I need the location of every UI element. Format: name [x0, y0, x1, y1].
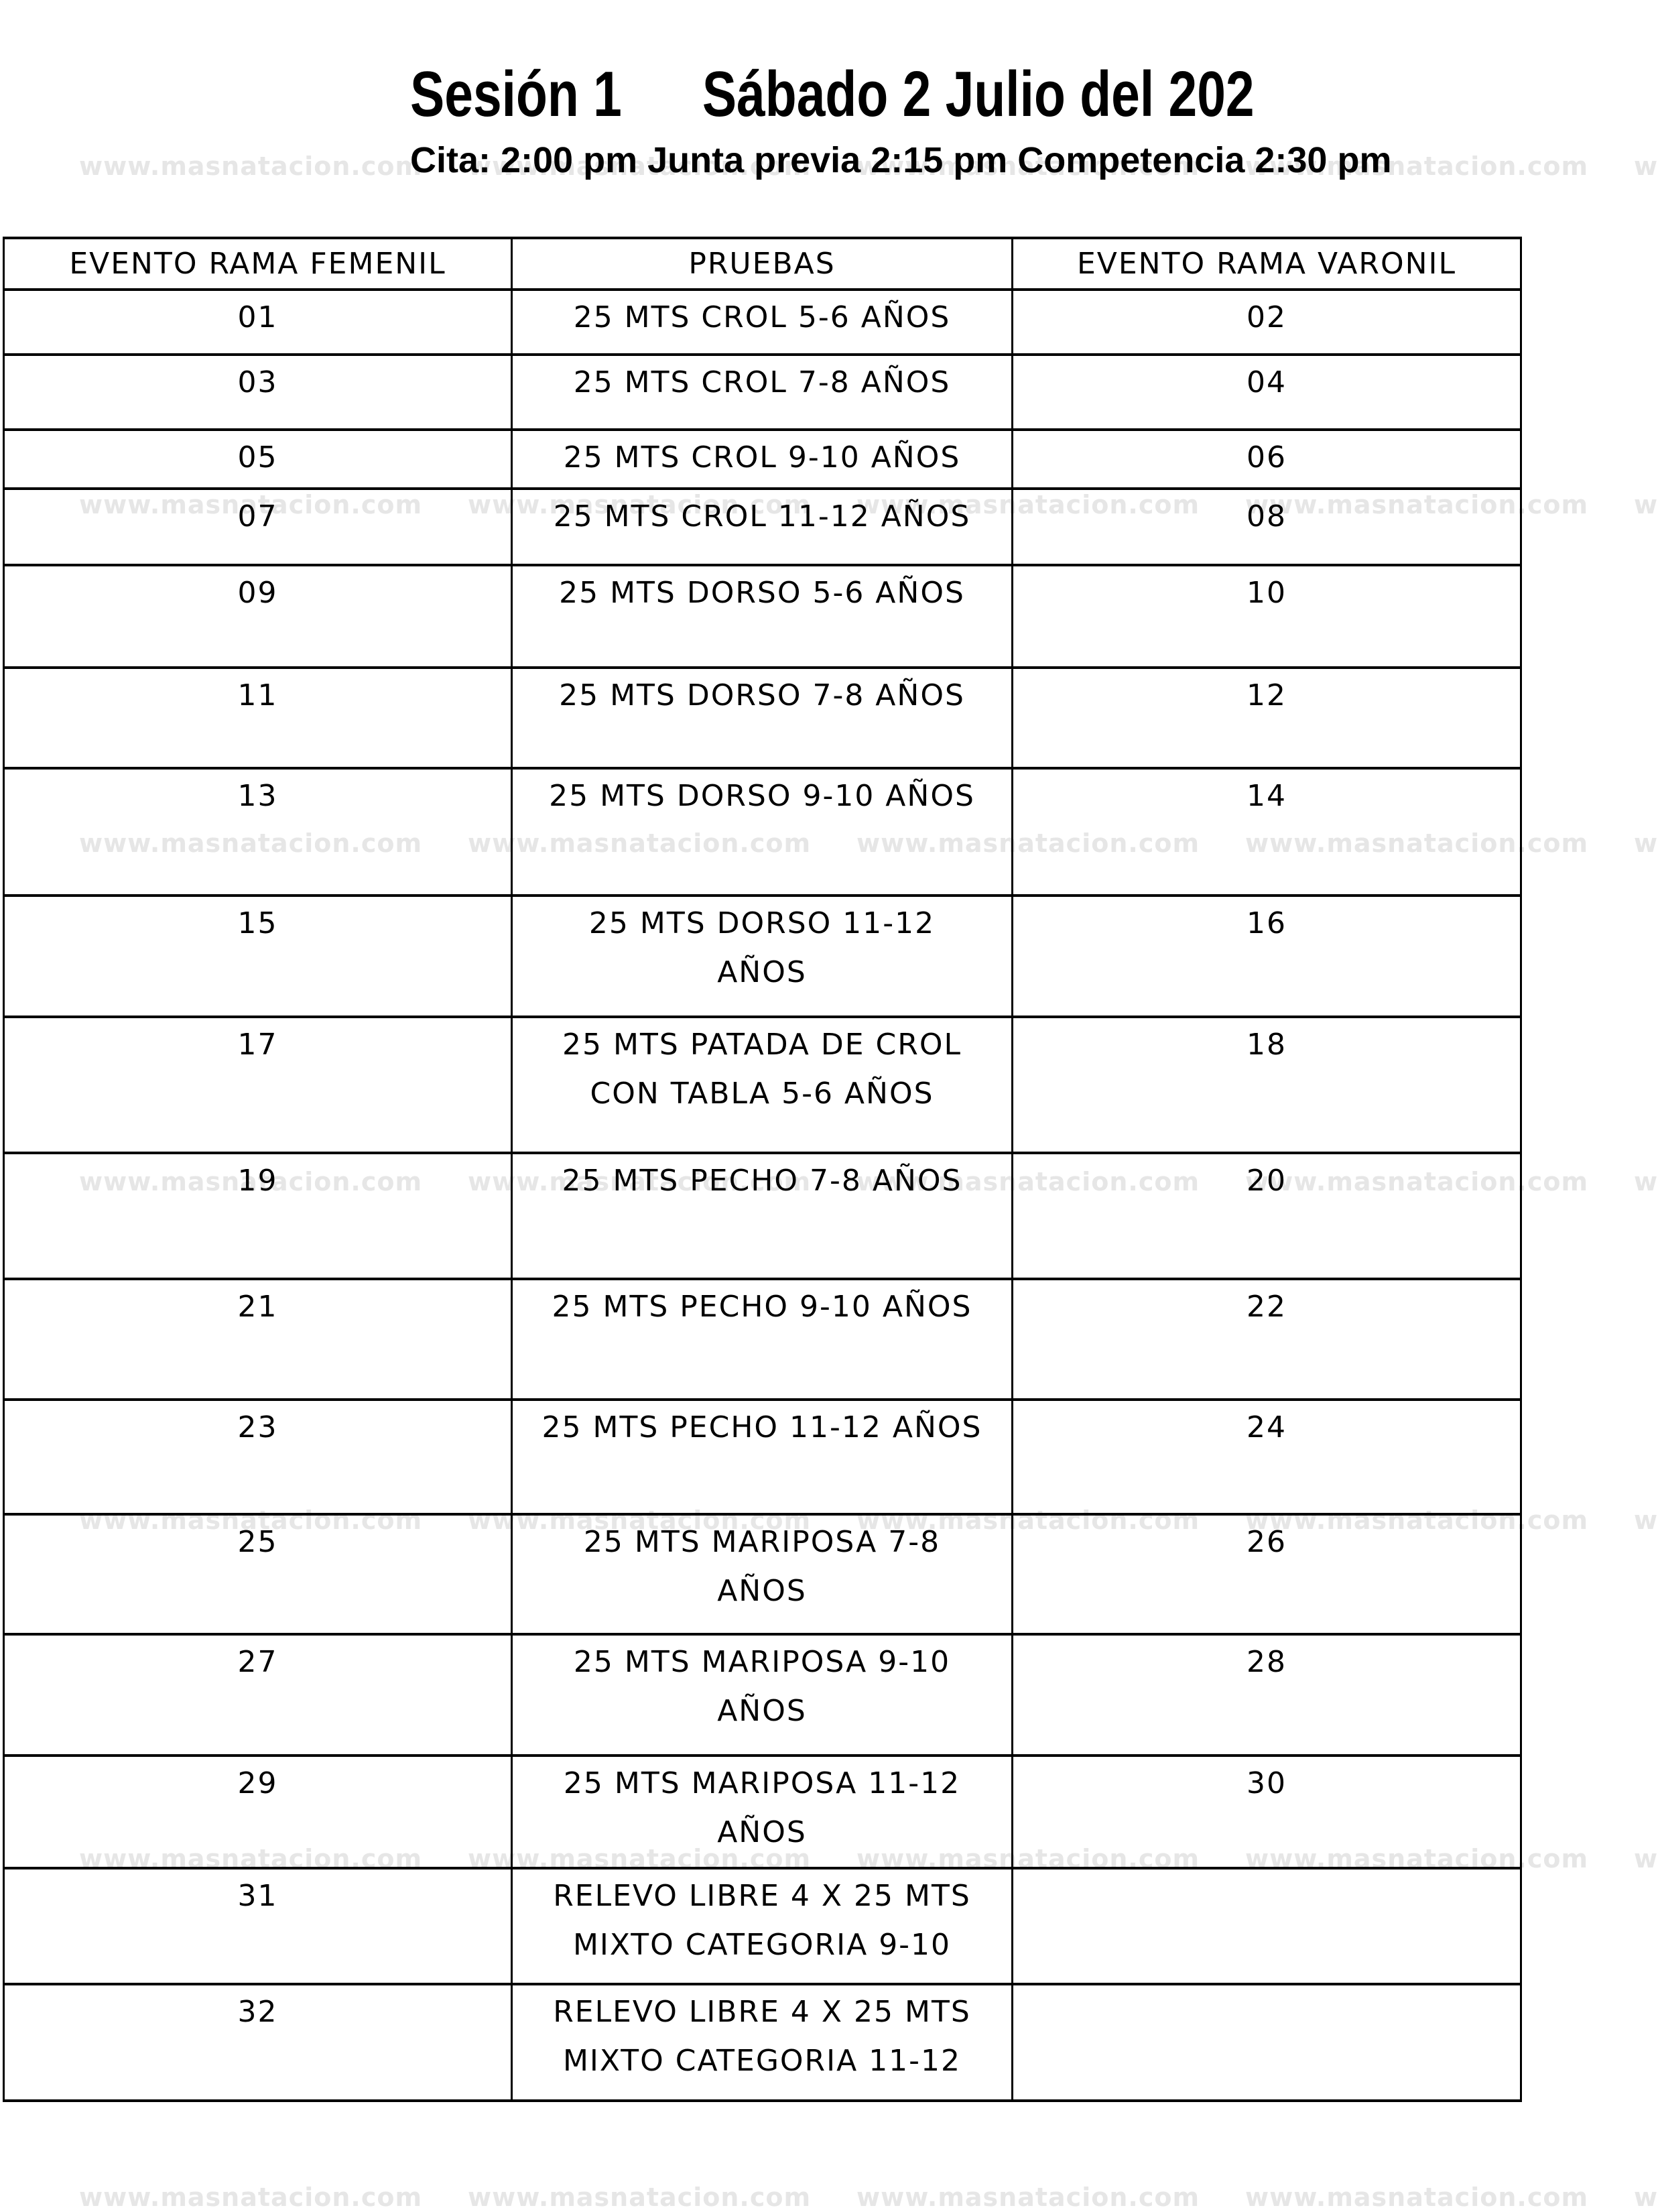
events-table-body: 01 25 MTS CROL 5-6 AÑOS 02 03 25 MTS CROL 7-…: [3, 288, 1522, 2102]
cell-evento-varonil: 22: [1011, 1278, 1522, 1401]
cell-evento-varonil: 24: [1011, 1398, 1522, 1516]
table-row: 27 25 MTS MARIPOSA 9-10 AÑOS 28: [3, 1633, 1522, 1757]
table-row: 13 25 MTS DORSO 9-10 AÑOS 14: [3, 767, 1522, 897]
session-label: Sesión 1: [410, 58, 622, 130]
cell-prueba: 25 MTS CROL 5-6 AÑOS: [511, 288, 1013, 356]
table-row: 05 25 MTS CROL 9-10 AÑOS 06: [3, 428, 1522, 490]
column-header-evento-femenil: EVENTO RAMA FEMENIL: [3, 237, 513, 291]
cell-evento-femenil: 15: [3, 894, 513, 1018]
watermark-text: www.masnatacion.com: [1634, 1167, 1658, 1196]
cell-prueba: RELEVO LIBRE 4 X 25 MTS MIXTO CATEGORIA …: [511, 1867, 1013, 1985]
cell-evento-femenil: 29: [3, 1754, 513, 1869]
table-row: 31 RELEVO LIBRE 4 X 25 MTS MIXTO CATEGORI…: [3, 1867, 1522, 1985]
table-row: 32 RELEVO LIBRE 4 X 25 MTS MIXTO CATEGORI…: [3, 1983, 1522, 2102]
cell-evento-varonil: 04: [1011, 353, 1522, 431]
cell-evento-varonil: 10: [1011, 564, 1522, 669]
table-row: 15 25 MTS DORSO 11-12 AÑOS 16: [3, 894, 1522, 1018]
cell-prueba: 25 MTS MARIPOSA 9-10 AÑOS: [511, 1633, 1013, 1757]
watermark-text: www.masnatacion.com: [1634, 1506, 1658, 1535]
cell-prueba: RELEVO LIBRE 4 X 25 MTS MIXTO CATEGORIA …: [511, 1983, 1013, 2102]
cell-evento-femenil: 11: [3, 666, 513, 770]
cell-evento-femenil: 27: [3, 1633, 513, 1757]
table-row: 23 25 MTS PECHO 11-12 AÑOS 24: [3, 1398, 1522, 1516]
cell-evento-varonil: 08: [1011, 487, 1522, 566]
watermark-text: www.masnatacion.com: [1634, 828, 1658, 858]
cell-evento-varonil: 06: [1011, 428, 1522, 490]
table-row: 29 25 MTS MARIPOSA 11-12 AÑOS 30: [3, 1754, 1522, 1869]
cell-evento-varonil: 18: [1011, 1016, 1522, 1154]
table-row: 07 25 MTS CROL 11-12 AÑOS 08: [3, 487, 1522, 566]
cell-prueba: 25 MTS DORSO 5-6 AÑOS: [511, 564, 1013, 669]
watermark-text: www.masnatacion.com: [1245, 151, 1589, 181]
cell-prueba: 25 MTS DORSO 7-8 AÑOS: [511, 666, 1013, 770]
cell-evento-femenil: 01: [3, 288, 513, 356]
cell-evento-varonil: 14: [1011, 767, 1522, 897]
events-table: EVENTO RAMA FEMENIL PRUEBAS EVENTO RAMA …: [3, 237, 1522, 2102]
table-row: 01 25 MTS CROL 5-6 AÑOS 02: [3, 288, 1522, 356]
cell-evento-varonil: 30: [1011, 1754, 1522, 1869]
cell-evento-femenil: 25: [3, 1513, 513, 1636]
cell-prueba: 25 MTS PECHO 9-10 AÑOS: [511, 1278, 1013, 1401]
cell-prueba: 25 MTS CROL 7-8 AÑOS: [511, 353, 1013, 431]
table-row: 09 25 MTS DORSO 5-6 AÑOS 10: [3, 564, 1522, 669]
cell-prueba: 25 MTS DORSO 11-12 AÑOS: [511, 894, 1013, 1018]
cell-evento-varonil: 02: [1011, 288, 1522, 356]
cell-prueba: 25 MTS PATADA DE CROL CON TABLA 5-6 AÑOS: [511, 1016, 1013, 1154]
cell-evento-varonil: [1011, 1983, 1522, 2102]
cell-prueba: 25 MTS MARIPOSA 7-8 AÑOS: [511, 1513, 1013, 1636]
cell-evento-varonil: 28: [1011, 1633, 1522, 1757]
cell-evento-femenil: 03: [3, 353, 513, 431]
cell-evento-femenil: 23: [3, 1398, 513, 1516]
cell-evento-femenil: 17: [3, 1016, 513, 1154]
table-row: 17 25 MTS PATADA DE CROL CON TABLA 5-6 AÑ…: [3, 1016, 1522, 1154]
cell-evento-varonil: [1011, 1867, 1522, 1985]
cell-evento-femenil: 07: [3, 487, 513, 566]
watermark-text: www.masnatacion.com: [79, 151, 423, 181]
watermark-text: www.masnatacion.com: [468, 151, 812, 181]
watermark-text: www.masnatacion.com: [856, 2183, 1200, 2212]
watermark-text: www.masnatacion.com: [468, 2183, 812, 2212]
cell-evento-femenil: 13: [3, 767, 513, 897]
cell-evento-varonil: 16: [1011, 894, 1522, 1018]
cell-prueba: 25 MTS DORSO 9-10 AÑOS: [511, 767, 1013, 897]
watermark-text: www.masnatacion.com: [1634, 490, 1658, 519]
table-row: 21 25 MTS PECHO 9-10 AÑOS 22: [3, 1278, 1522, 1401]
table-row: 19 25 MTS PECHO 7-8 AÑOS 20: [3, 1152, 1522, 1280]
column-header-evento-varonil: EVENTO RAMA VARONIL: [1011, 237, 1522, 291]
column-header-pruebas: PRUEBAS: [511, 237, 1013, 291]
cell-prueba: 25 MTS CROL 11-12 AÑOS: [511, 487, 1013, 566]
page-title: Sesión 1 Sábado 2 Julio del 202: [410, 58, 1255, 131]
cell-prueba: 25 MTS PECHO 11-12 AÑOS: [511, 1398, 1013, 1516]
cell-evento-femenil: 31: [3, 1867, 513, 1985]
cell-evento-femenil: 09: [3, 564, 513, 669]
watermark-text: www.masnatacion.com: [79, 2183, 423, 2212]
page-subtitle: Cita: 2:00 pm Junta previa 2:15 pm Compe…: [410, 140, 1392, 180]
watermark-text: www.masnatacion.com: [1634, 2183, 1658, 2212]
table-row: 25 25 MTS MARIPOSA 7-8 AÑOS 26: [3, 1513, 1522, 1636]
cell-prueba: 25 MTS PECHO 7-8 AÑOS: [511, 1152, 1013, 1280]
cell-prueba: 25 MTS MARIPOSA 11-12 AÑOS: [511, 1754, 1013, 1869]
table-header-row: EVENTO RAMA FEMENIL PRUEBAS EVENTO RAMA …: [3, 237, 1522, 291]
table-row: 03 25 MTS CROL 7-8 AÑOS 04: [3, 353, 1522, 431]
cell-evento-varonil: 26: [1011, 1513, 1522, 1636]
table-row: 11 25 MTS DORSO 7-8 AÑOS 12: [3, 666, 1522, 770]
session-date: Sábado 2 Julio del 202: [702, 58, 1255, 130]
cell-evento-femenil: 19: [3, 1152, 513, 1280]
cell-prueba: 25 MTS CROL 9-10 AÑOS: [511, 428, 1013, 490]
cell-evento-femenil: 32: [3, 1983, 513, 2102]
watermark-text: www.masnatacion.com: [1245, 2183, 1589, 2212]
cell-evento-femenil: 21: [3, 1278, 513, 1401]
cell-evento-varonil: 12: [1011, 666, 1522, 770]
watermark-text: www.masnatacion.com: [856, 151, 1200, 181]
cell-evento-femenil: 05: [3, 428, 513, 490]
watermark-text: www.masnatacion.com: [1634, 151, 1658, 181]
watermark-text: www.masnatacion.com: [1634, 1844, 1658, 1873]
cell-evento-varonil: 20: [1011, 1152, 1522, 1280]
